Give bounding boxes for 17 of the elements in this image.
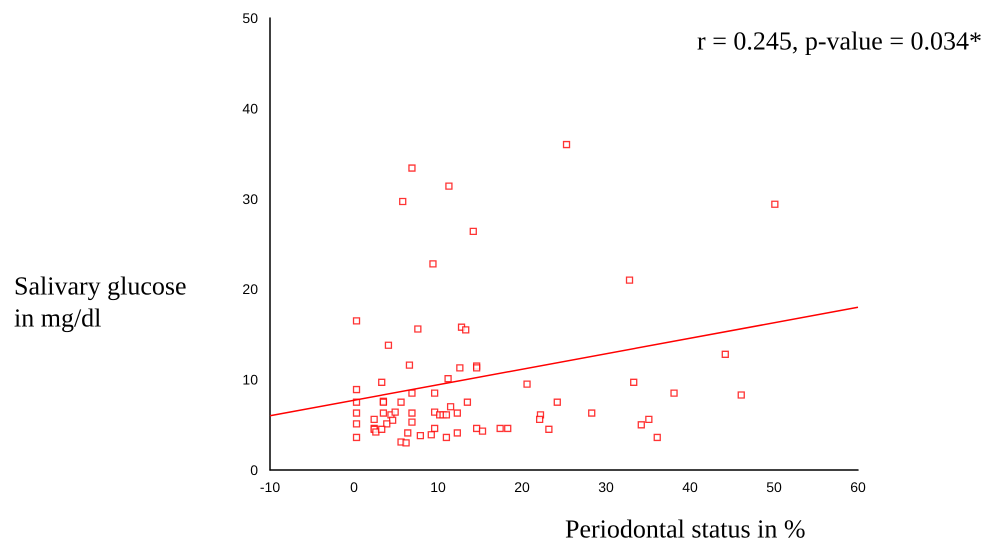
x-tick-label: 10 bbox=[430, 479, 446, 495]
x-tick-label: -10 bbox=[260, 479, 280, 495]
x-tick-label: 60 bbox=[850, 479, 866, 495]
x-tick-label: 20 bbox=[514, 479, 530, 495]
y-axis-title: Salivary glucose in mg/dl bbox=[14, 272, 194, 332]
annotation: r = 0.245, p-value = 0.034* bbox=[697, 26, 982, 56]
y-tick-label: 30 bbox=[242, 190, 258, 207]
y-tick-label: 10 bbox=[242, 372, 258, 388]
y-tick-label: 20 bbox=[242, 281, 258, 298]
y-tick-label: 40 bbox=[242, 100, 258, 116]
x-axis-title: Periodontal status in % bbox=[565, 514, 806, 544]
x-tick-label: 30 bbox=[598, 479, 614, 495]
x-tick-label: 0 bbox=[350, 479, 358, 495]
x-tick-label: 40 bbox=[682, 479, 698, 495]
y-tick-label: 50 bbox=[242, 10, 258, 26]
y-tick-label: 0 bbox=[250, 462, 258, 478]
x-tick-label: 50 bbox=[766, 479, 782, 495]
